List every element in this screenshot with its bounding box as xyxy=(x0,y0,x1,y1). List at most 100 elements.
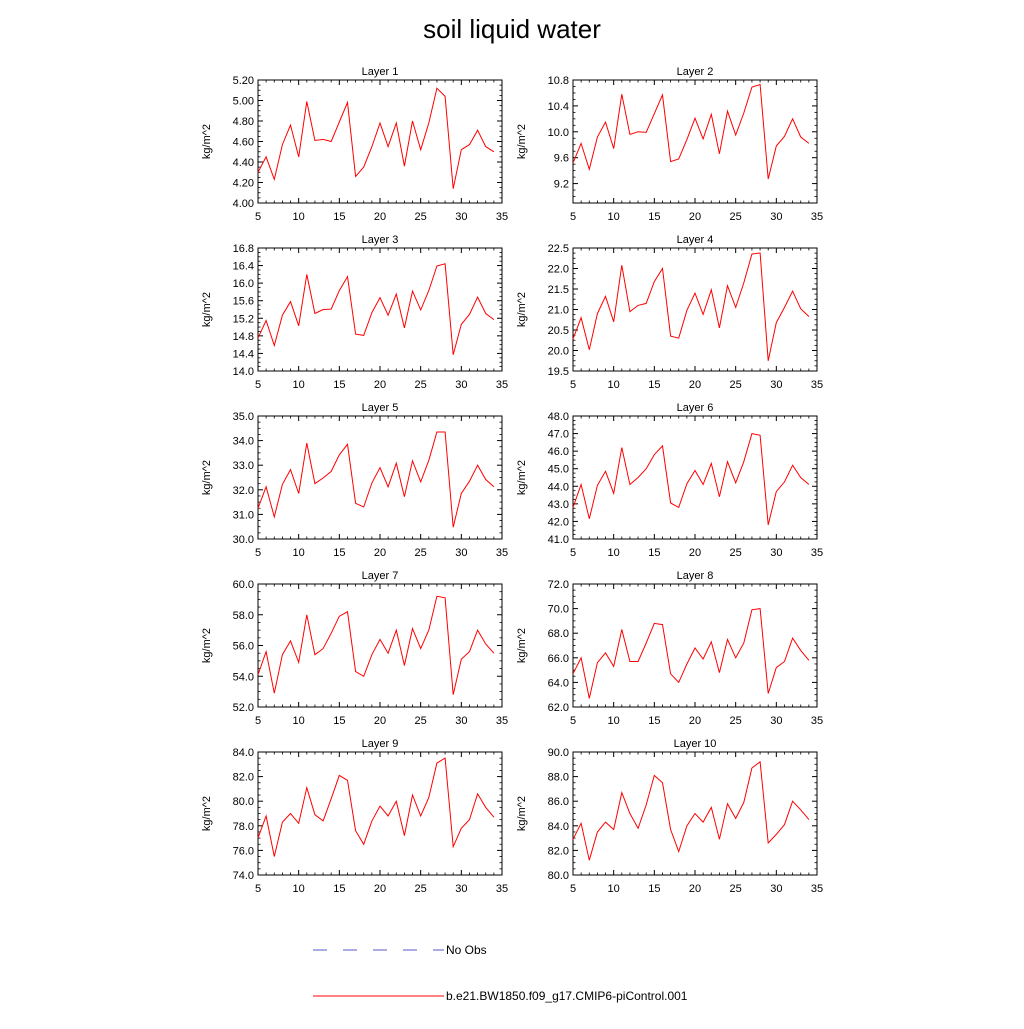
y-axis-label: kg/m^2 xyxy=(516,292,528,327)
y-tick-label: 86.0 xyxy=(548,796,569,808)
y-axis-label: kg/m^2 xyxy=(201,460,213,495)
y-tick-label: 90.0 xyxy=(548,747,569,759)
y-axis-label: kg/m^2 xyxy=(201,796,213,831)
y-tick-label: 15.2 xyxy=(233,313,254,325)
series-line xyxy=(572,83,810,180)
y-tick-label: 68.0 xyxy=(548,628,569,640)
x-tick-label: 20 xyxy=(689,715,701,727)
y-tick-label: 21.0 xyxy=(548,305,569,317)
x-tick-label: 10 xyxy=(608,211,620,223)
y-tick-label: 58.0 xyxy=(233,610,254,622)
x-tick-label: 5 xyxy=(255,547,261,559)
y-tick-label: 14.0 xyxy=(233,366,254,378)
x-tick-label: 20 xyxy=(374,883,386,895)
y-tick-label: 62.0 xyxy=(548,702,569,714)
y-tick-label: 42.0 xyxy=(548,516,569,528)
x-tick-label: 25 xyxy=(415,379,427,391)
y-tick-label: 16.8 xyxy=(233,243,254,255)
x-tick-label: 5 xyxy=(255,379,261,391)
x-tick-label: 15 xyxy=(333,715,345,727)
y-tick-label: 4.00 xyxy=(233,198,254,210)
x-tick-label: 15 xyxy=(648,379,660,391)
panel-title: Layer 8 xyxy=(677,570,714,582)
x-tick-label: 10 xyxy=(293,547,305,559)
x-tick-label: 5 xyxy=(255,211,261,223)
panel-8: Layer 8 kg/m^2 5 10 15 20 25 30 35 62.0 64.0 66.0 68… xyxy=(516,570,823,727)
y-tick-label: 82.0 xyxy=(233,772,254,784)
y-tick-label: 76.0 xyxy=(233,845,254,857)
y-tick-label: 52.0 xyxy=(233,702,254,714)
panel-title: Layer 4 xyxy=(677,234,714,246)
y-tick-label: 46.0 xyxy=(548,446,569,458)
x-tick-label: 35 xyxy=(811,379,823,391)
y-tick-label: 84.0 xyxy=(548,821,569,833)
x-tick-label: 30 xyxy=(770,547,782,559)
panel-1: Layer 1 kg/m^2 5 10 15 20 25 30 35 4.00 4.20 4.40 4.… xyxy=(201,66,508,223)
x-tick-label: 20 xyxy=(374,211,386,223)
panel-6: Layer 6 kg/m^2 5 10 15 20 25 30 35 41.0 42.0 43.0 44… xyxy=(516,402,823,559)
y-axis-label: kg/m^2 xyxy=(201,292,213,327)
panel-title: Layer 10 xyxy=(674,738,717,750)
legend-label-case: b.e21.BW1850.f09_g17.CMIP6-piControl.001 xyxy=(446,989,688,1003)
x-tick-label: 10 xyxy=(293,715,305,727)
x-tick-label: 10 xyxy=(293,379,305,391)
y-tick-label: 4.80 xyxy=(233,116,254,128)
series-line xyxy=(257,595,495,695)
panel-title: Layer 3 xyxy=(362,234,399,246)
y-tick-label: 22.0 xyxy=(548,264,569,276)
y-tick-label: 33.0 xyxy=(233,460,254,472)
x-tick-label: 25 xyxy=(730,379,742,391)
panel-title: Layer 2 xyxy=(677,66,714,78)
x-tick-label: 30 xyxy=(770,715,782,727)
y-tick-label: 35.0 xyxy=(233,411,254,423)
panel-3: Layer 3 kg/m^2 5 10 15 20 25 30 35 14.0 14.4 14.8 15… xyxy=(201,234,508,391)
y-tick-label: 56.0 xyxy=(233,641,254,653)
y-tick-label: 41.0 xyxy=(548,534,569,546)
series-line xyxy=(572,252,810,361)
y-tick-label: 64.0 xyxy=(548,677,569,689)
y-tick-label: 4.60 xyxy=(233,137,254,149)
y-tick-label: 10.0 xyxy=(548,127,569,139)
y-tick-label: 9.2 xyxy=(554,179,569,191)
series-line xyxy=(257,431,495,528)
y-tick-label: 82.0 xyxy=(548,845,569,857)
y-tick-label: 20.0 xyxy=(548,346,569,358)
panel-5: Layer 5 kg/m^2 5 10 15 20 25 30 35 30.0 31.0 32.0 33… xyxy=(201,402,508,559)
x-tick-label: 10 xyxy=(608,715,620,727)
x-tick-label: 35 xyxy=(811,547,823,559)
x-tick-label: 20 xyxy=(374,547,386,559)
y-tick-label: 70.0 xyxy=(548,604,569,616)
panel-2: Layer 2 kg/m^2 5 10 15 20 25 30 35 9.2 9.6 10.0 10.4… xyxy=(516,66,823,223)
y-tick-label: 5.00 xyxy=(233,96,254,108)
y-tick-label: 48.0 xyxy=(548,411,569,423)
x-tick-label: 15 xyxy=(648,547,660,559)
y-tick-label: 32.0 xyxy=(233,485,254,497)
legend: No Obs b.e21.BW1850.f09_g17.CMIP6-piContr… xyxy=(313,943,688,1003)
y-axis-label: kg/m^2 xyxy=(516,460,528,495)
series-line xyxy=(572,760,810,861)
y-tick-label: 43.0 xyxy=(548,499,569,511)
y-tick-label: 9.6 xyxy=(554,153,569,165)
y-tick-label: 72.0 xyxy=(548,579,569,591)
x-tick-label: 10 xyxy=(293,883,305,895)
panel-title: Layer 7 xyxy=(362,570,399,582)
y-axis-label: kg/m^2 xyxy=(516,124,528,159)
y-tick-label: 20.5 xyxy=(548,325,569,337)
x-tick-label: 10 xyxy=(293,211,305,223)
plot-frame xyxy=(572,583,818,708)
y-tick-label: 14.4 xyxy=(233,348,254,360)
y-tick-label: 74.0 xyxy=(233,870,254,882)
panel-title: Layer 6 xyxy=(677,402,714,414)
y-tick-label: 80.0 xyxy=(548,870,569,882)
x-tick-label: 35 xyxy=(811,883,823,895)
x-tick-label: 35 xyxy=(811,715,823,727)
x-tick-label: 25 xyxy=(415,715,427,727)
x-tick-label: 20 xyxy=(689,211,701,223)
panel-title: Layer 1 xyxy=(362,66,399,78)
x-tick-label: 15 xyxy=(333,379,345,391)
legend-label-no-obs: No Obs xyxy=(446,943,487,957)
panel-10: Layer 10 kg/m^2 5 10 15 20 25 30 35 80.0 82.0 84.0 8… xyxy=(516,738,823,895)
x-tick-label: 35 xyxy=(496,547,508,559)
plot-frame xyxy=(257,583,503,708)
